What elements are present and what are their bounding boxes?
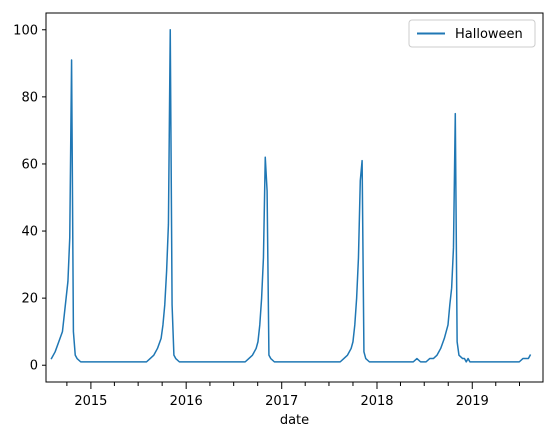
y-tick-label: 100	[13, 23, 38, 38]
plot-frame	[45, 12, 544, 383]
x-axis-ticks: 2015 2016 2017 2018 2019	[66, 382, 521, 409]
x-tick-label: 2016	[170, 394, 203, 409]
plot-area	[46, 13, 543, 382]
y-tick-label: 60	[21, 157, 38, 172]
legend: Halloween	[408, 19, 536, 48]
x-tick-label: 2019	[456, 394, 489, 409]
x-tick-label: 2017	[265, 394, 298, 409]
y-tick-label: 0	[30, 359, 38, 374]
x-axis-label: date	[280, 413, 309, 428]
legend-box	[408, 19, 536, 48]
series-line-halloween	[50, 29, 532, 363]
y-axis-ticks: 0 20 40 60 80 100	[13, 23, 46, 374]
y-tick-label: 40	[21, 225, 38, 240]
x-tick-label: 2015	[74, 394, 107, 409]
x-tick-label: 2018	[360, 394, 393, 409]
legend-label-halloween: Halloween	[455, 27, 523, 42]
y-tick-label: 20	[21, 292, 38, 307]
y-tick-label: 80	[21, 90, 38, 105]
series-layer	[50, 29, 532, 363]
